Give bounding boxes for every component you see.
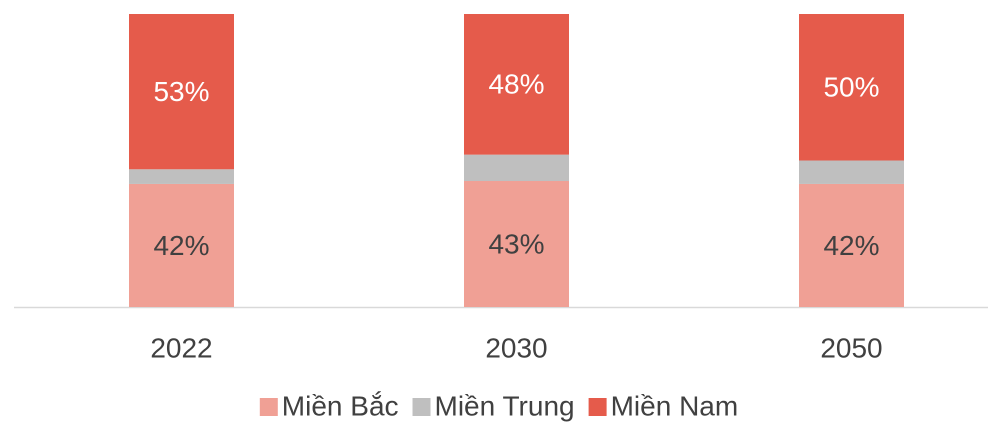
bar-segment [129,183,234,307]
legend-swatch [412,398,431,416]
data-label: 53% [153,76,209,107]
bar-segment [464,14,569,155]
data-label: 43% [488,228,544,259]
data-label: 50% [823,72,879,103]
bar-segment [129,14,234,170]
legend-swatch [588,398,607,416]
bar-segment [464,181,569,307]
data-label: 48% [488,69,544,100]
legend-label: Miền Trung [435,390,575,421]
x-tick-label: 2030 [485,332,547,363]
bar-segment [799,160,904,184]
data-label: 42% [153,230,209,261]
data-label: 42% [823,230,879,261]
legend-label: Miền Bắc [282,390,399,421]
x-tick-label: 2022 [150,332,212,363]
bar-segment [464,154,569,182]
bar-segment [799,14,904,161]
x-tick-label: 2050 [820,332,882,363]
bar-segment [129,169,234,184]
legend-swatch [259,398,278,416]
legend-label: Miền Nam [611,390,739,421]
bar-segment [799,183,904,307]
